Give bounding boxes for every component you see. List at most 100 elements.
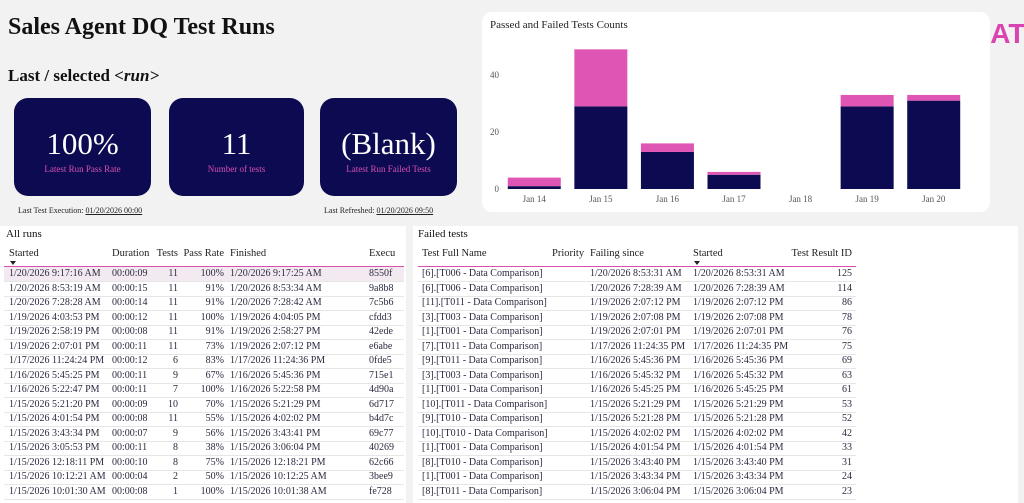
row-line <box>418 281 856 282</box>
kpi-label: Latest Run Pass Rate <box>44 164 121 174</box>
table-cell: [9].[T010 - Data Comparison] <box>422 413 543 424</box>
table-cell: 86 <box>842 297 852 308</box>
table-cell: 69c77 <box>369 427 394 439</box>
table-cell: 1/15/2026 10:12:21 AM <box>9 471 106 482</box>
row-line <box>4 440 404 442</box>
table-cell: 1/19/2026 4:03:53 PM <box>9 311 100 323</box>
subtitle-run: <run> <box>114 66 160 85</box>
table-cell: 62c66 <box>369 456 394 468</box>
table-cell: 1/15/2026 12:18:21 PM <box>230 456 326 468</box>
table-cell: 7 <box>173 384 178 395</box>
table-cell: 23 <box>842 485 852 497</box>
table-cell: 114 <box>837 282 852 294</box>
row-line <box>4 353 404 355</box>
table-cell: 76 <box>842 326 852 337</box>
column-header: Priority <box>552 248 585 259</box>
table-cell: [1].[T001 - Data Comparison] <box>422 384 543 395</box>
row-line <box>4 295 404 297</box>
table-cell: 00:00:09 <box>112 398 148 410</box>
table-cell: 11 <box>168 413 178 424</box>
table-cell: 1/17/2026 11:24:35 PM <box>590 340 686 352</box>
x-tick-label: Jan 18 <box>789 194 813 204</box>
table-cell: [7].[T011 - Data Comparison] <box>422 340 543 352</box>
table-cell: 1/15/2026 3:43:34 PM <box>590 471 681 482</box>
table-cell: 1/17/2026 11:24:24 PM <box>9 355 105 366</box>
table-cell: [10].[T010 - Data Comparison] <box>422 427 547 439</box>
row-line <box>4 281 404 282</box>
table-cell: 00:00:04 <box>112 471 148 482</box>
table-cell: 00:00:08 <box>112 413 148 424</box>
table-title: Failed tests <box>418 228 468 240</box>
table-cell: 42ede <box>369 326 393 337</box>
y-tick-label: 0 <box>495 184 500 194</box>
table-cell: 61 <box>842 384 852 395</box>
table-cell: 1/19/2026 2:07:12 PM <box>693 297 784 308</box>
table-cell: cfdd3 <box>369 311 392 323</box>
table-cell: 78 <box>842 311 852 323</box>
table-cell: 55% <box>205 413 224 424</box>
table-cell: 1/19/2026 2:07:01 PM <box>693 326 784 337</box>
table-cell: [11].[T011 - Data Comparison] <box>422 297 547 308</box>
table-cell: 91% <box>205 326 224 337</box>
info-note: Last Refreshed: 01/20/2026 09:50 <box>324 206 433 215</box>
column-header: Tests <box>156 248 178 259</box>
table-cell: 53 <box>842 398 852 410</box>
kpi-label: Latest Run Failed Tests <box>346 164 431 174</box>
table-cell: 1/15/2026 5:21:20 PM <box>9 398 100 410</box>
table-cell: 2 <box>173 471 178 482</box>
page-title: Sales Agent DQ Test Runs <box>8 14 275 40</box>
table-cell: 1/20/2026 9:17:25 AM <box>230 268 322 279</box>
row-line <box>4 484 404 485</box>
table-cell: 1/19/2026 2:07:08 PM <box>693 311 784 323</box>
bar-segment <box>907 100 961 189</box>
row-line <box>4 498 404 500</box>
table-cell: 1/15/2026 4:02:02 PM <box>230 413 321 424</box>
table-cell: 11 <box>168 340 178 352</box>
row-line <box>4 397 404 398</box>
bar-segment <box>574 49 628 107</box>
table-cell: [10].[T011 - Data Comparison] <box>422 398 547 410</box>
table-cell: [6].[T006 - Data Comparison] <box>422 282 543 294</box>
table-cell: 00:00:08 <box>112 485 148 497</box>
table-cell: 1/19/2026 2:07:12 PM <box>590 297 681 308</box>
y-tick-label: 20 <box>490 127 500 137</box>
x-tick-label: Jan 19 <box>856 194 880 204</box>
table-cell: 00:00:07 <box>112 427 148 439</box>
table-cell: 125 <box>837 268 852 279</box>
table-cell: 1/19/2026 2:58:27 PM <box>230 326 321 337</box>
table-cell: 3bee9 <box>369 471 393 482</box>
row-line <box>418 455 856 456</box>
bar-segment <box>840 106 894 189</box>
table-cell: 8 <box>173 442 178 453</box>
table-cell: 11 <box>168 311 178 323</box>
table-cell: 1/15/2026 3:06:04 PM <box>590 485 681 497</box>
table-cell: 00:00:10 <box>112 456 148 468</box>
table-cell: [8].[T010 - Data Comparison] <box>422 456 543 468</box>
column-header: Started <box>9 248 39 259</box>
table-cell: 00:00:11 <box>112 340 148 352</box>
table-cell: 31 <box>842 456 852 468</box>
row-line <box>4 382 404 384</box>
table-cell: 00:00:12 <box>112 355 148 366</box>
table-cell: 69 <box>842 355 852 366</box>
table-cell: 1/19/2026 2:07:01 PM <box>590 326 681 337</box>
table-cell: 1/15/2026 3:06:04 PM <box>230 442 321 453</box>
table-cell: 1/15/2026 4:01:54 PM <box>693 442 784 453</box>
table-cell: 1/16/2026 5:45:25 PM <box>693 384 784 395</box>
table-cell: 70% <box>205 398 224 410</box>
table-cell: 1/15/2026 3:43:34 PM <box>693 471 784 482</box>
table-cell: 91% <box>205 282 224 294</box>
table-cell: [3].[T003 - Data Comparison] <box>422 311 543 323</box>
row-line <box>418 382 856 384</box>
table-cell: 1 <box>173 485 178 497</box>
table-cell: fe728 <box>369 485 392 497</box>
table-cell: 1/15/2026 5:21:28 PM <box>590 413 681 424</box>
column-header: Test Result ID <box>791 248 852 259</box>
table-cell: 83% <box>205 355 224 366</box>
table-cell: 1/15/2026 5:21:29 PM <box>693 398 784 410</box>
table-cell: 00:00:14 <box>112 297 148 308</box>
table-cell: 1/15/2026 10:12:25 AM <box>230 471 327 482</box>
column-header: Failing since <box>590 248 644 259</box>
table-cell: 8 <box>173 456 178 468</box>
table-cell: 4d90a <box>369 384 394 395</box>
